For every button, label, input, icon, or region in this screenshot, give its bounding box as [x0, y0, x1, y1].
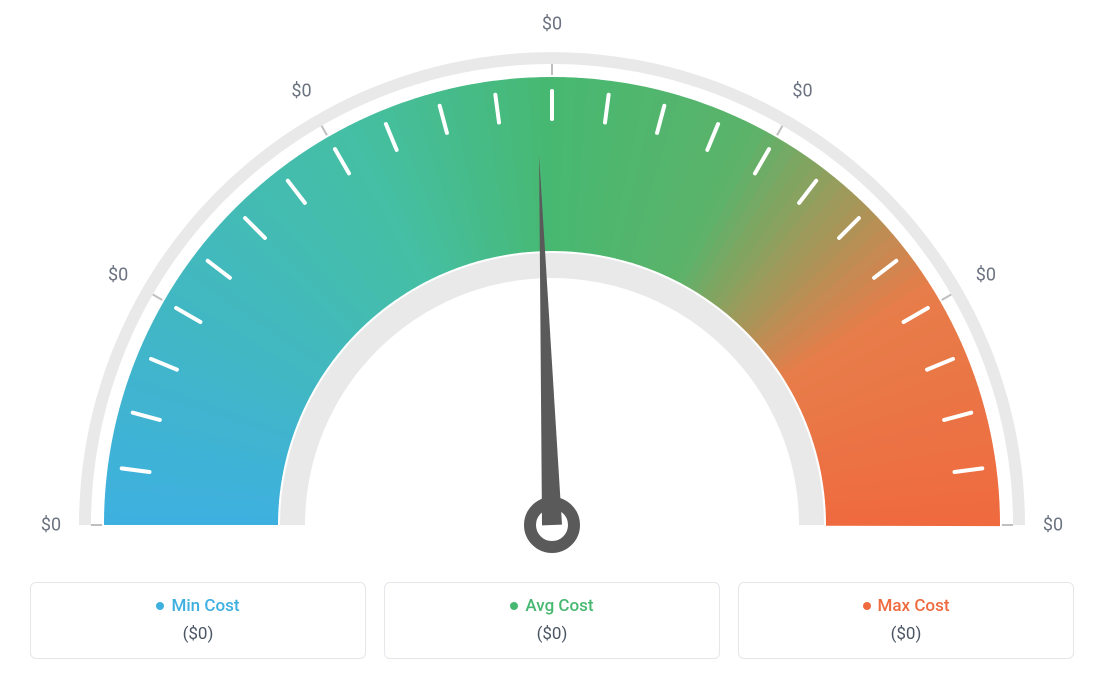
legend-title: Max Cost [863, 596, 950, 616]
gauge-major-tick-label: $0 [542, 14, 562, 35]
gauge-major-tick-label: $0 [792, 81, 812, 102]
legend-title: Min Cost [156, 596, 239, 616]
gauge-major-tick-label: $0 [108, 264, 128, 285]
legend-label-text: Max Cost [878, 596, 950, 616]
gauge-major-tick-label: $0 [291, 81, 311, 102]
legend-value: ($0) [41, 624, 355, 644]
legend-dot-icon [863, 602, 871, 610]
gauge-chart: $0 $0 $0 $0 $0 $0 $0 [0, 0, 1104, 560]
gauge-major-tick-label: $0 [976, 264, 996, 285]
gauge-major-tick-label: $0 [1043, 515, 1063, 536]
legend-value: ($0) [749, 624, 1063, 644]
legend-card: Min Cost ($0) [30, 582, 366, 659]
legend-dot-icon [510, 602, 518, 610]
legend-card: Avg Cost ($0) [384, 582, 720, 659]
gauge-major-tick-label: $0 [41, 515, 61, 536]
legend-card: Max Cost ($0) [738, 582, 1074, 659]
legend-label-text: Min Cost [171, 596, 239, 616]
legend-row: Min Cost ($0) Avg Cost ($0) Max Cost ($0) [30, 582, 1074, 659]
legend-dot-icon [156, 602, 164, 610]
legend-label-text: Avg Cost [525, 596, 593, 616]
gauge-svg [0, 0, 1104, 560]
legend-value: ($0) [395, 624, 709, 644]
legend-title: Avg Cost [510, 596, 593, 616]
